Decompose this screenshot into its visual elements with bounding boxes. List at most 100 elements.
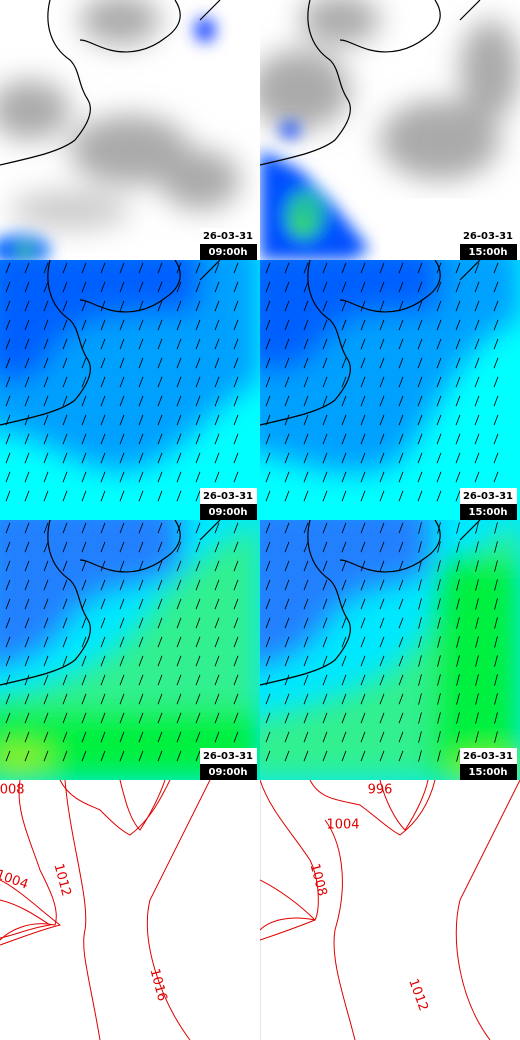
- wind-arrow: [176, 376, 182, 388]
- wind-arrow: [360, 433, 366, 445]
- wind-arrow: [437, 655, 441, 667]
- date-label: 26-03-31: [203, 491, 253, 502]
- wind-arrow: [417, 281, 423, 293]
- wind-arrow: [284, 471, 290, 483]
- wind-arrow: [195, 300, 201, 312]
- wind-arrow: [176, 490, 182, 502]
- wind-arrow: [62, 490, 68, 502]
- wind-arrow: [119, 357, 125, 369]
- wind-arrow: [265, 471, 271, 483]
- wind-arrow: [24, 338, 30, 350]
- wind-arrow: [195, 636, 201, 648]
- wind-arrow: [214, 712, 220, 724]
- wind-arrow: [303, 750, 309, 762]
- wind-arrow: [214, 262, 220, 274]
- wind-arrow: [5, 598, 11, 610]
- date-label: 26-03-31: [463, 231, 513, 242]
- wind-arrow: [62, 262, 68, 274]
- wind-arrow: [233, 281, 239, 293]
- wind-arrow: [43, 674, 49, 686]
- wind-arrow: [265, 414, 271, 426]
- wind-arrow: [195, 471, 201, 483]
- wind-panel: [260, 520, 520, 780]
- wind-arrow: [418, 731, 422, 743]
- wind-arrow: [322, 522, 328, 534]
- wind-arrow: [62, 471, 68, 483]
- wind-arrow: [81, 452, 87, 464]
- wind-arrow: [24, 522, 30, 534]
- wind-arrow: [284, 414, 290, 426]
- wind-arrow: [233, 338, 239, 350]
- wind-arrow: [5, 636, 11, 648]
- wind-arrow: [176, 617, 182, 629]
- wind-arrow: [100, 357, 106, 369]
- wind-arrow: [214, 560, 220, 572]
- wind-arrow: [81, 490, 87, 502]
- wind-arrow: [341, 522, 347, 534]
- wind-arrow: [379, 674, 385, 686]
- wind-arrow: [233, 560, 239, 572]
- wind-panel: [0, 260, 260, 520]
- wind-arrow: [398, 319, 404, 331]
- wind-arrow: [138, 617, 144, 629]
- wind-arrow: [62, 522, 68, 534]
- cloud-panel: [260, 0, 520, 260]
- wind-arrow: [436, 433, 442, 445]
- wind-arrow: [157, 712, 163, 724]
- wind-arrow: [379, 338, 385, 350]
- wind-arrow: [398, 731, 404, 743]
- wind-arrow: [265, 300, 271, 312]
- wind-arrow: [322, 750, 328, 762]
- wind-arrow: [5, 300, 11, 312]
- wind-arrow: [119, 452, 125, 464]
- wind-arrow: [24, 357, 30, 369]
- wind-arrow: [119, 750, 125, 762]
- wind-arrow: [119, 560, 125, 572]
- wind-arrow: [138, 319, 144, 331]
- wind-arrow: [138, 522, 144, 534]
- wind-arrow: [303, 414, 309, 426]
- wind-arrow: [284, 655, 290, 667]
- wind-arrow: [81, 731, 87, 743]
- panel-bg: [0, 780, 260, 1040]
- wind-arrow: [176, 579, 182, 591]
- date-box: [460, 488, 517, 504]
- wind-arrow: [5, 750, 11, 762]
- wind-arrow: [341, 414, 347, 426]
- wind-arrow: [81, 674, 87, 686]
- date-label: 26-03-31: [203, 751, 253, 762]
- wind-arrow: [119, 522, 125, 534]
- wind-arrow: [322, 598, 328, 610]
- wind-arrow: [455, 300, 461, 312]
- wind-arrow: [62, 693, 68, 705]
- wind-arrow: [24, 300, 30, 312]
- wind-arrow: [24, 414, 30, 426]
- wind-arrow: [195, 560, 201, 572]
- wind-arrow: [436, 262, 442, 274]
- wind-arrow: [214, 338, 220, 350]
- wind-arrow: [24, 674, 30, 686]
- wind-arrow: [176, 281, 182, 293]
- wind-arrow: [119, 579, 125, 591]
- wind-arrow: [456, 541, 460, 553]
- wind-arrow: [24, 281, 30, 293]
- wind-arrow: [138, 655, 144, 667]
- wind-arrow: [233, 522, 239, 534]
- wind-arrow: [360, 338, 366, 350]
- wind-arrow: [100, 655, 106, 667]
- wind-arrow: [62, 414, 68, 426]
- wind-arrow: [5, 655, 11, 667]
- wind-arrow: [322, 357, 328, 369]
- wind-arrow: [195, 522, 201, 534]
- wind-arrow: [436, 376, 442, 388]
- wind-arrow: [474, 338, 480, 350]
- wind-arrow: [157, 338, 163, 350]
- wind-arrow: [379, 471, 385, 483]
- wind-arrow: [360, 281, 366, 293]
- wind-arrow: [418, 541, 422, 553]
- time-box: [200, 764, 257, 780]
- wind-arrow: [398, 414, 404, 426]
- wind-arrow: [322, 471, 328, 483]
- precip: [0, 18, 215, 260]
- wind-arrow: [62, 541, 68, 553]
